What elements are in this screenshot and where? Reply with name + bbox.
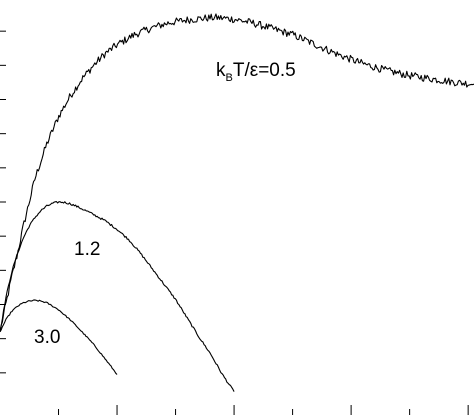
- ticks-group: [0, 30, 469, 415]
- series-label-1.2: 1.2: [74, 239, 100, 260]
- series-line-3.0: [0, 299, 118, 375]
- series-label-0.5: kBT/ε=0.5: [216, 60, 296, 84]
- curves-group: [0, 13, 474, 392]
- series-line-1.2: [0, 200, 235, 392]
- series-label-3.0: 3.0: [34, 327, 60, 348]
- series-line-kBT/ε=0.5: [0, 13, 474, 332]
